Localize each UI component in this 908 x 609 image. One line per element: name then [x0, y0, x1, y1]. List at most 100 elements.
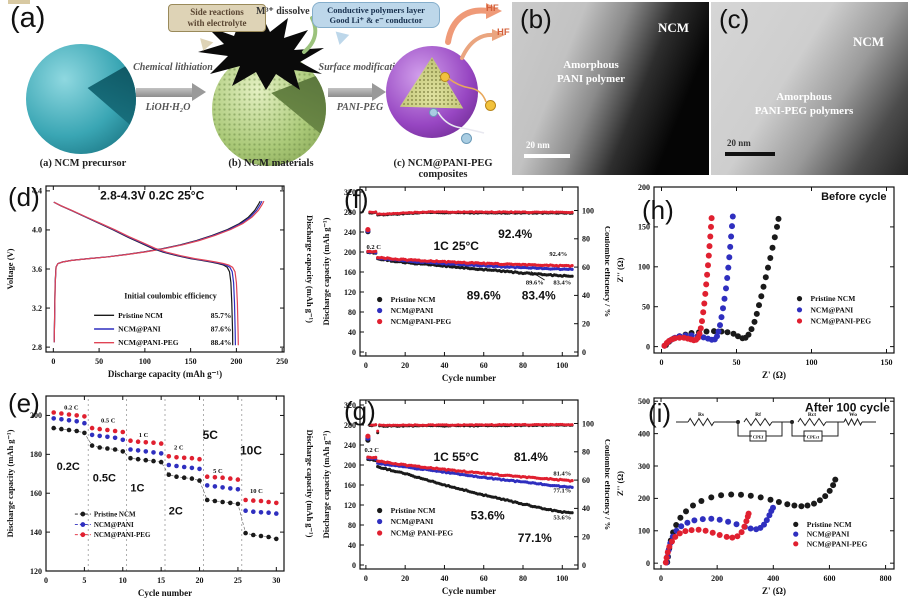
svg-text:40: 40 [348, 541, 356, 550]
svg-text:150: 150 [638, 223, 650, 232]
tem-b-scale-bar [524, 154, 570, 158]
svg-text:40: 40 [348, 328, 356, 337]
tem-c-scale-bar [725, 152, 775, 156]
svg-text:Z' (Ω): Z' (Ω) [762, 370, 786, 380]
svg-text:NCM@PANI: NCM@PANI [811, 305, 854, 314]
svg-text:40: 40 [582, 291, 590, 300]
chart-i-svg: 0 200 400 600 800 Z' (Ω) 0 100 200 300 400 500 Z'' (… [615, 397, 895, 596]
svg-text:1 C: 1 C [139, 432, 149, 439]
crop-artifact [8, 0, 30, 4]
svg-text:600: 600 [823, 574, 835, 583]
svg-text:280: 280 [344, 208, 356, 217]
svg-text:100: 100 [638, 263, 650, 272]
svg-text:85.7%: 85.7% [211, 311, 232, 320]
svg-text:NCM@PANI-PEG: NCM@PANI-PEG [807, 539, 868, 548]
svg-text:Pristine NCM: Pristine NCM [94, 511, 136, 519]
li-bead-icon [461, 133, 472, 144]
chart-initial-charge-discharge: 0 50 100 150 200 250 Discharge capacity (mAh g… [2, 180, 315, 391]
side-reactions-line1: Side reactions [190, 7, 244, 17]
svg-text:0: 0 [660, 358, 664, 367]
svg-text:180: 180 [30, 450, 42, 459]
svg-text:60: 60 [480, 361, 488, 370]
svg-text:1C 25°C: 1C 25°C [433, 239, 479, 253]
svg-text:80: 80 [348, 308, 356, 317]
svg-text:0: 0 [44, 576, 48, 585]
svg-text:CPEf: CPEf [753, 435, 764, 440]
panel-letter-d: (d) [8, 182, 40, 212]
svg-text:Before cycle: Before cycle [821, 191, 886, 203]
svg-text:20: 20 [582, 320, 590, 329]
svg-text:3.6: 3.6 [32, 265, 42, 274]
svg-text:Pristine NCM: Pristine NCM [391, 506, 436, 515]
svg-text:100: 100 [638, 527, 650, 536]
svg-text:77.1%: 77.1% [553, 488, 571, 495]
conductive-layer-callout: Conductive polymers layer Good Li⁺ & e⁻ … [312, 2, 440, 29]
svg-text:81.4%: 81.4% [514, 450, 548, 464]
panel-schematic: (a) (a) NCM precursor Chemical lithiatio… [0, 0, 512, 180]
svg-text:60: 60 [582, 263, 590, 272]
chart-e-svg: 0 5 10 15 20 25 30 Cycle number 120 140 160 180 200 D… [5, 395, 315, 598]
side-reactions-callout: Side reactions with electrolyte [168, 4, 266, 32]
panel-letter-b: (b) [520, 4, 552, 34]
svg-text:30: 30 [272, 576, 280, 585]
svg-text:160: 160 [344, 268, 356, 277]
svg-text:After 100 cycle: After 100 cycle [805, 401, 890, 415]
svg-text:250: 250 [276, 357, 288, 366]
ncm-precursor-sphere [26, 44, 136, 154]
svg-text:Coulombic efficiency / %: Coulombic efficiency / % [603, 226, 610, 317]
svg-text:Rs: Rs [698, 412, 704, 418]
tem-b-coating-label: Amorphous PANI polymer [536, 58, 646, 87]
chart-h-svg: 0 50 100 150 Z' (Ω) 0 50 100 150 200 Z'' (Ω) Before… [615, 183, 895, 380]
svg-text:120: 120 [30, 567, 42, 576]
svg-text:80: 80 [582, 448, 590, 457]
svg-text:320: 320 [344, 188, 356, 197]
svg-text:NCM@PANI: NCM@PANI [118, 324, 161, 333]
panel-letter-c: (c) [719, 4, 750, 34]
panel-letter-h: (h) [642, 195, 674, 225]
svg-text:20: 20 [582, 533, 590, 542]
svg-text:Z'' (Ω): Z'' (Ω) [615, 471, 625, 496]
svg-text:Pristine NCM: Pristine NCM [118, 311, 163, 320]
svg-text:80: 80 [348, 521, 356, 530]
side-reaction-starburst [198, 14, 324, 90]
svg-text:Pristine NCM: Pristine NCM [391, 295, 436, 304]
svg-text:0.2 C: 0.2 C [365, 447, 380, 454]
metal-dissolve-label: M³⁺ dissolve [256, 6, 310, 17]
svg-text:Discharge capacity (mAh g⁻¹): Discharge capacity (mAh g⁻¹) [5, 429, 15, 537]
hf-attack-arrows [445, 3, 505, 60]
svg-text:200: 200 [344, 461, 356, 470]
svg-text:Discharge capacity (mAh g⁻¹): Discharge capacity (mAh g⁻¹) [305, 430, 314, 538]
svg-text:0.5 C: 0.5 C [101, 417, 116, 424]
svg-text:40: 40 [440, 574, 448, 583]
svg-text:140: 140 [30, 528, 42, 537]
composite-sphere [386, 46, 478, 138]
svg-text:83.4%: 83.4% [553, 280, 571, 287]
svg-text:50: 50 [733, 358, 741, 367]
svg-text:NCM@PANI: NCM@PANI [807, 530, 850, 539]
svg-text:5C: 5C [203, 428, 219, 442]
svg-text:0.2C: 0.2C [57, 461, 80, 473]
conductive-layer-line2: Good Li⁺ & e⁻ conductor [329, 15, 423, 26]
svg-text:100: 100 [582, 206, 594, 215]
caption-materials: (b) NCM materials [228, 158, 314, 169]
tem-c-material-label: NCM [852, 34, 884, 49]
svg-text:2.8-4.3V 0.2C 25°C: 2.8-4.3V 0.2C 25°C [100, 189, 205, 203]
arrow2-head [372, 83, 386, 101]
arrow1-label-bottom: LiOH·H₂O [145, 102, 191, 113]
svg-text:500: 500 [638, 397, 650, 406]
panel-tem-pani: (b) NCM Amorphous PANI polymer 20 nm [512, 2, 709, 175]
svg-text:2.8: 2.8 [32, 343, 42, 352]
svg-text:0: 0 [582, 561, 586, 570]
svg-text:240: 240 [344, 228, 356, 237]
svg-text:Cycle number: Cycle number [442, 373, 496, 383]
svg-text:800: 800 [880, 574, 892, 583]
svg-text:89.6%: 89.6% [526, 280, 544, 287]
svg-text:NCM@PANI-PEG: NCM@PANI-PEG [391, 317, 452, 326]
svg-text:40: 40 [440, 361, 448, 370]
svg-text:200: 200 [638, 183, 650, 192]
caption-composite: (c) NCM@PANI-PEG composites [393, 158, 493, 180]
svg-text:0: 0 [659, 574, 663, 583]
svg-text:NCM@PANI-PEG: NCM@PANI-PEG [94, 531, 151, 539]
conductive-layer-line1: Conductive polymers layer [327, 5, 425, 15]
svg-text:100: 100 [139, 357, 151, 366]
